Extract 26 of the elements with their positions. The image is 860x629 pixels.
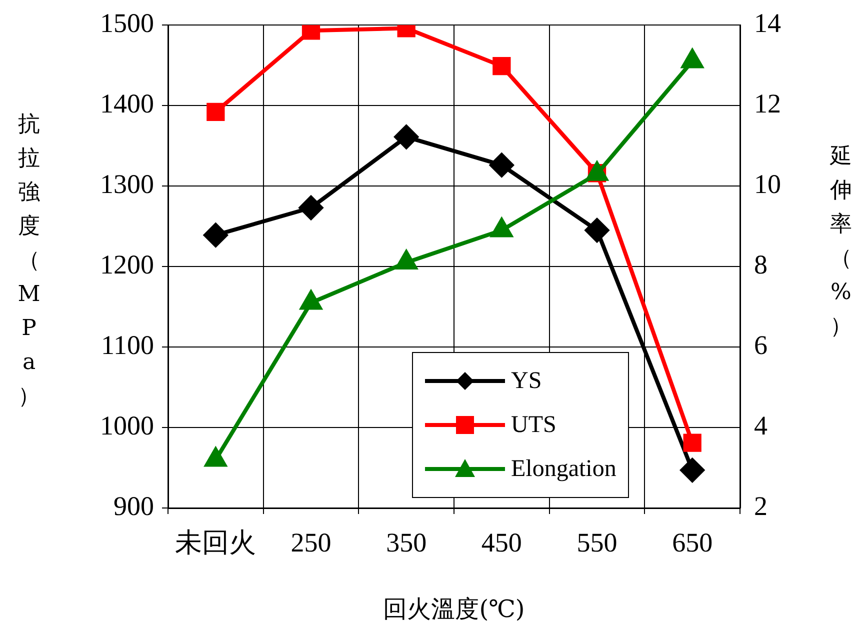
y-tick-label: 1000 [100,410,154,441]
legend-label: YS [511,368,542,394]
y2-tick-label: 8 [754,250,768,280]
x-axis-title: 回火溫度(℃) [383,594,525,623]
x-tick-label: 650 [672,527,713,558]
y-tick-label: 1300 [100,169,154,200]
x-tick-label: 250 [290,527,332,558]
x-tick-label: 未回火 [175,527,256,558]
y2-tick-label: 14 [754,8,782,38]
legend-label: UTS [511,412,556,438]
x-tick-label: 350 [386,527,427,558]
y-tick-label: 1500 [100,8,154,38]
y2-axis-title: 延伸率（%） [828,143,853,341]
y-tick-label: 1100 [101,330,154,360]
x-tick-label: 550 [576,527,618,558]
y2-tick-label: 6 [754,330,768,360]
legend-label: Elongation [511,456,616,482]
y2-tick-label: 2 [754,491,768,522]
y2-tick-label: 12 [754,88,781,119]
y-tick-label: 900 [114,491,154,522]
x-tick-label: 450 [481,527,522,558]
y-tick-label: 1400 [100,88,154,119]
y-tick-label: 1200 [100,250,154,280]
text: 抗拉強度（MPa） [18,112,40,409]
y2-tick-label: 10 [754,169,781,200]
y2-tick-label: 4 [754,410,768,441]
